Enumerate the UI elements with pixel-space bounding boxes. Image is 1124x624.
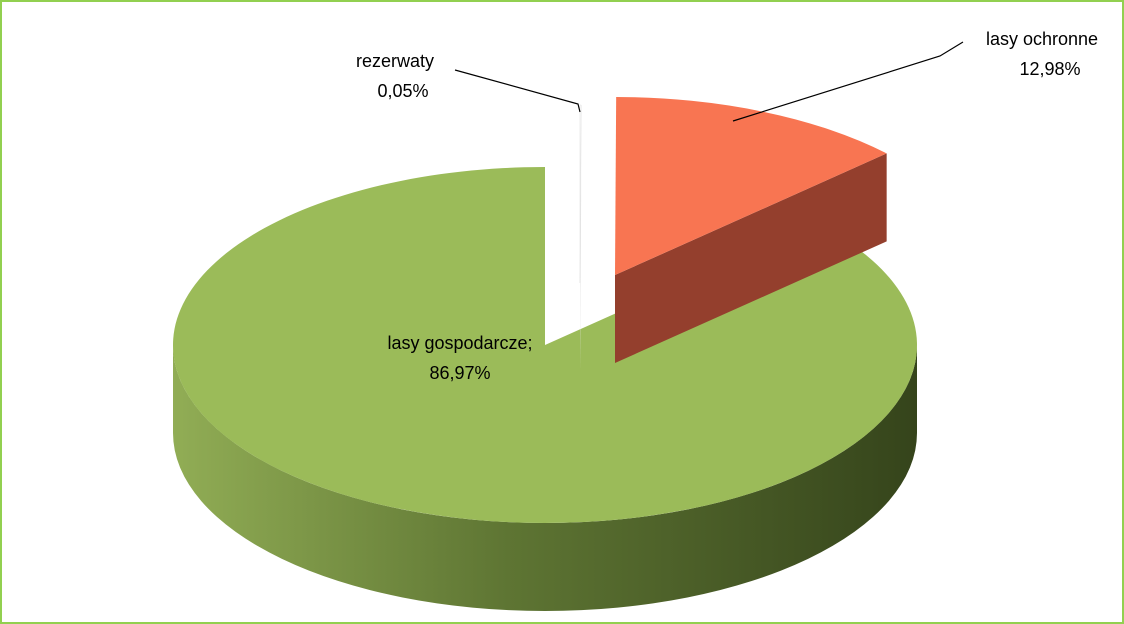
leader-line	[732, 41, 964, 122]
data-label-value: 12,98%	[1019, 59, 1080, 79]
data-label-name: lasy gospodarcze;	[387, 333, 532, 353]
slice-top	[579, 104, 582, 284]
slice-side	[173, 345, 917, 611]
slice-top	[615, 97, 887, 275]
data-label-value: 86,97%	[429, 363, 490, 383]
data-label-value: 0,05%	[377, 81, 428, 101]
slice	[173, 167, 918, 611]
data-label-name: lasy ochronne	[986, 29, 1098, 49]
slice	[615, 97, 887, 363]
slice	[579, 104, 582, 371]
leader-line	[454, 69, 581, 113]
data-label-name: rezerwaty	[356, 51, 434, 71]
slice-wall	[615, 153, 887, 363]
slice-top	[173, 167, 918, 523]
